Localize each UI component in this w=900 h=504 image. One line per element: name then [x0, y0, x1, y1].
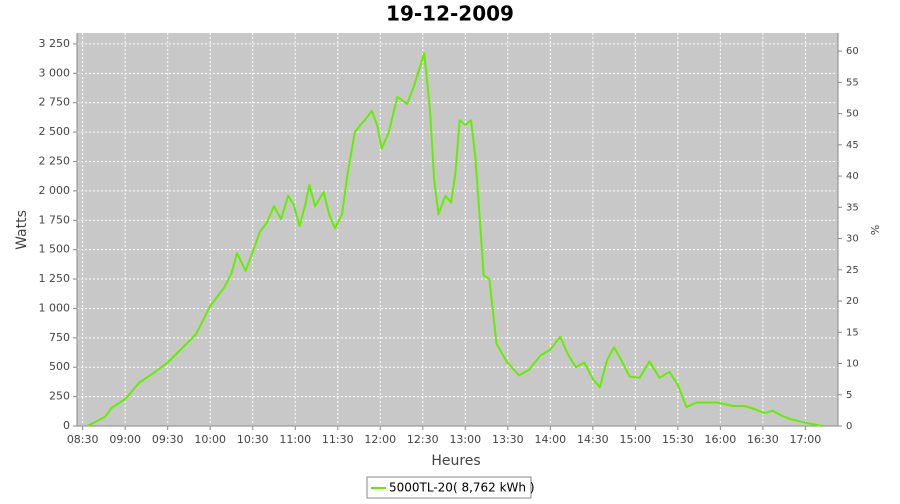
x-tick-label: 13:30 [492, 433, 524, 446]
x-tick-label: 12:30 [407, 433, 439, 446]
y-tick-label: 2 500 [39, 125, 71, 138]
x-axis-label: Heures [431, 453, 480, 469]
y-tick-label: 500 [49, 360, 70, 373]
y-tick-label: 250 [49, 390, 70, 403]
series-line [86, 52, 823, 427]
chart-title: 19-12-2009 [386, 2, 514, 26]
x-tick-label: 09:30 [152, 433, 184, 446]
y2-tick-label: 5 [846, 390, 852, 401]
y-tick-label: 3 000 [39, 66, 71, 79]
plot-area [77, 33, 838, 426]
x-tick-label: 14:30 [577, 433, 609, 446]
y2-tick-label: 15 [846, 327, 859, 338]
x-tick-label: 16:30 [747, 433, 779, 446]
y2-tick-label: 10 [846, 359, 859, 370]
x-tick-label: 14:00 [534, 433, 566, 446]
x-tick-label: 15:30 [662, 433, 694, 446]
x-tick-label: 10:30 [237, 433, 269, 446]
y2-tick-label: 50 [846, 109, 859, 120]
x-tick-label: 09:00 [109, 433, 141, 446]
y-tick-label: 1 500 [39, 243, 71, 256]
y2-tick-label: 35 [846, 202, 859, 213]
legend-label: 5000TL-20( 8,762 kWh ) [389, 481, 535, 495]
y-tick-label: 1 000 [39, 301, 71, 314]
y2-tick-label: 55 [846, 77, 859, 88]
x-tick-label: 17:00 [790, 433, 822, 446]
y2-tick-label: 0 [846, 421, 852, 432]
y-tick-label: 1 250 [39, 272, 71, 285]
y2-tick-label: 20 [846, 296, 859, 307]
y-tick-label: 3 250 [39, 37, 71, 50]
x-tick-label: 16:00 [705, 433, 737, 446]
x-tick-label: 15:00 [619, 433, 651, 446]
y-tick-label: 750 [49, 331, 70, 344]
y2-tick-label: 40 [846, 171, 859, 182]
y2-tick-label: 45 [846, 140, 859, 151]
x-tick-label: 13:00 [449, 433, 481, 446]
y-tick-label: 2 750 [39, 96, 71, 109]
y-tick-label: 2 000 [39, 184, 71, 197]
y2-tick-label: 30 [846, 234, 859, 245]
legend [366, 476, 532, 499]
x-tick-label: 10:00 [194, 433, 226, 446]
y-tick-label: 1 750 [39, 213, 71, 226]
y2-tick-label: 60 [846, 46, 859, 57]
x-tick-label: 08:30 [67, 433, 99, 446]
x-tick-label: 12:00 [364, 433, 396, 446]
x-tick-label: 11:00 [279, 433, 311, 446]
x-tick-label: 11:30 [322, 433, 354, 446]
y-tick-label: 2 250 [39, 154, 71, 167]
y2-axis-label: % [868, 225, 881, 235]
y-axis-label: Watts [14, 210, 30, 250]
y2-tick-label: 25 [846, 265, 859, 276]
y-tick-label: 0 [63, 419, 70, 432]
